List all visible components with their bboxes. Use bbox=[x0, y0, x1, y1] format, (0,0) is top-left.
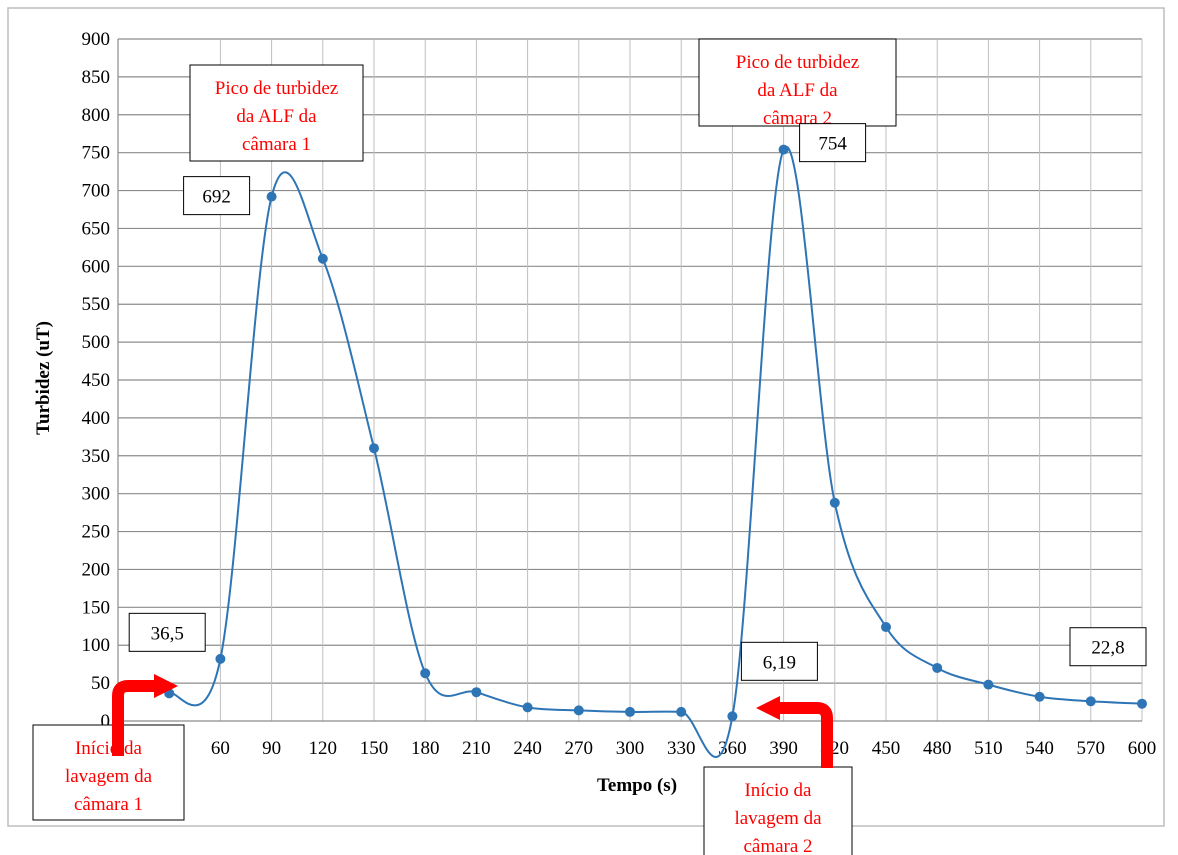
arrow-shaft-chamber-2 bbox=[778, 702, 833, 768]
data-point bbox=[881, 622, 891, 633]
data-label: 6,19 bbox=[763, 652, 796, 673]
x-tick-label: 570 bbox=[1077, 738, 1106, 759]
x-tick-label: 60 bbox=[211, 738, 230, 759]
annotation-text: Pico de turbidez bbox=[215, 78, 338, 99]
data-labels: 36,5 692 6,19 754 22,8 bbox=[128, 123, 1147, 681]
data-point bbox=[1137, 698, 1147, 709]
data-label-box bbox=[799, 123, 867, 163]
y-tick-label: 750 bbox=[82, 143, 111, 164]
data-point bbox=[1085, 696, 1096, 707]
grid-lines bbox=[118, 38, 1143, 721]
annotation-text: da ALF da bbox=[757, 80, 838, 101]
x-tick-label: 600 bbox=[1128, 738, 1157, 759]
data-point bbox=[983, 679, 994, 690]
annotations: Pico de turbidez da ALF da câmara 1 Pico de… bbox=[32, 38, 897, 855]
series-line-group bbox=[168, 145, 1143, 758]
annotation-text: câmara 2 bbox=[743, 836, 812, 855]
y-tick-label: 50 bbox=[91, 673, 110, 694]
data-point bbox=[676, 706, 687, 717]
data-point bbox=[573, 705, 584, 716]
annotation-text: câmara 1 bbox=[74, 794, 143, 815]
data-label: 754 bbox=[818, 134, 847, 155]
data-label-box bbox=[128, 612, 206, 652]
series-line bbox=[168, 145, 1143, 758]
y-tick-label: 250 bbox=[82, 522, 111, 543]
x-axis-title: Tempo (s) bbox=[597, 775, 677, 796]
data-point bbox=[1034, 691, 1045, 702]
y-tick-label: 300 bbox=[82, 484, 111, 505]
x-tick-label: 120 bbox=[309, 738, 338, 759]
y-tick-label: 350 bbox=[82, 446, 111, 467]
x-tick-label: 210 bbox=[462, 738, 491, 759]
data-point bbox=[625, 706, 635, 717]
y-tick-label: 200 bbox=[82, 559, 111, 580]
x-tick-label: 240 bbox=[513, 738, 542, 759]
data-label-box bbox=[1069, 627, 1147, 667]
x-tick-label: 180 bbox=[411, 738, 440, 759]
y-tick-label: 450 bbox=[82, 370, 111, 391]
arrow-head-chamber-2 bbox=[756, 696, 780, 720]
data-label-box bbox=[183, 176, 251, 216]
x-tick-labels: 0609012015018021024027030033036039042045… bbox=[113, 738, 1156, 759]
y-tick-label: 100 bbox=[82, 635, 111, 656]
y-tick-label: 400 bbox=[82, 408, 111, 429]
data-label-box bbox=[740, 641, 818, 681]
y-axis-title: Turbidez (uT) bbox=[33, 321, 54, 435]
x-tick-label: 90 bbox=[262, 738, 281, 759]
annotation-box bbox=[703, 766, 853, 855]
data-label: 36,5 bbox=[151, 623, 184, 644]
y-tick-label: 600 bbox=[82, 256, 111, 277]
y-tick-label: 500 bbox=[82, 332, 111, 353]
x-tick-label: 300 bbox=[616, 738, 645, 759]
axes bbox=[117, 39, 1142, 722]
data-point bbox=[317, 253, 328, 264]
annotation-text: da ALF da bbox=[236, 106, 317, 127]
x-tick-label: 540 bbox=[1025, 738, 1054, 759]
data-point bbox=[266, 191, 277, 202]
x-tick-label: 150 bbox=[360, 738, 389, 759]
x-tick-label: 390 bbox=[769, 738, 798, 759]
data-point bbox=[420, 668, 431, 679]
series-points bbox=[164, 144, 1147, 722]
data-point bbox=[471, 687, 482, 698]
annotation-box bbox=[189, 64, 364, 162]
annotation-text: lavagem da bbox=[734, 808, 822, 829]
data-point bbox=[369, 443, 379, 454]
annotation-box bbox=[698, 38, 897, 127]
annotation-text: Pico de turbidez bbox=[736, 52, 859, 73]
x-tick-label: 270 bbox=[565, 738, 594, 759]
y-tick-label: 550 bbox=[82, 294, 111, 315]
y-tick-label: 850 bbox=[82, 67, 111, 88]
chart-frame bbox=[7, 7, 1165, 827]
arrow-head-chamber-1 bbox=[154, 674, 178, 698]
annotation-text: Início da bbox=[75, 738, 143, 759]
y-tick-label: 700 bbox=[82, 181, 111, 202]
x-tick-label: 480 bbox=[923, 738, 952, 759]
x-tick-label: 450 bbox=[872, 738, 901, 759]
data-label: 22,8 bbox=[1091, 638, 1124, 659]
data-point bbox=[932, 662, 943, 673]
data-point bbox=[727, 711, 738, 722]
data-point bbox=[522, 702, 533, 713]
x-tick-label: 330 bbox=[667, 738, 696, 759]
annotation-text: lavagem da bbox=[65, 766, 153, 787]
data-label: 692 bbox=[202, 187, 231, 208]
x-tick-label: 510 bbox=[974, 738, 1003, 759]
y-tick-label: 800 bbox=[82, 105, 111, 126]
y-tick-labels: 0 50 100 150 200 250 300 350 400 450 500 550 600 650 7… bbox=[82, 29, 111, 732]
data-point bbox=[778, 144, 789, 155]
arrow-shaft-chamber-1 bbox=[112, 680, 156, 756]
y-tick-label: 900 bbox=[82, 29, 111, 50]
annotation-text: câmara 1 bbox=[242, 134, 311, 155]
y-tick-label: 0 bbox=[101, 711, 111, 732]
data-point bbox=[215, 653, 226, 664]
y-tick-label: 150 bbox=[82, 597, 111, 618]
x-tick-label: 360 bbox=[718, 738, 747, 759]
data-point bbox=[829, 497, 840, 508]
y-tick-label: 650 bbox=[82, 218, 111, 239]
annotation-text: Início da bbox=[744, 780, 812, 801]
annotation-box bbox=[32, 724, 185, 821]
